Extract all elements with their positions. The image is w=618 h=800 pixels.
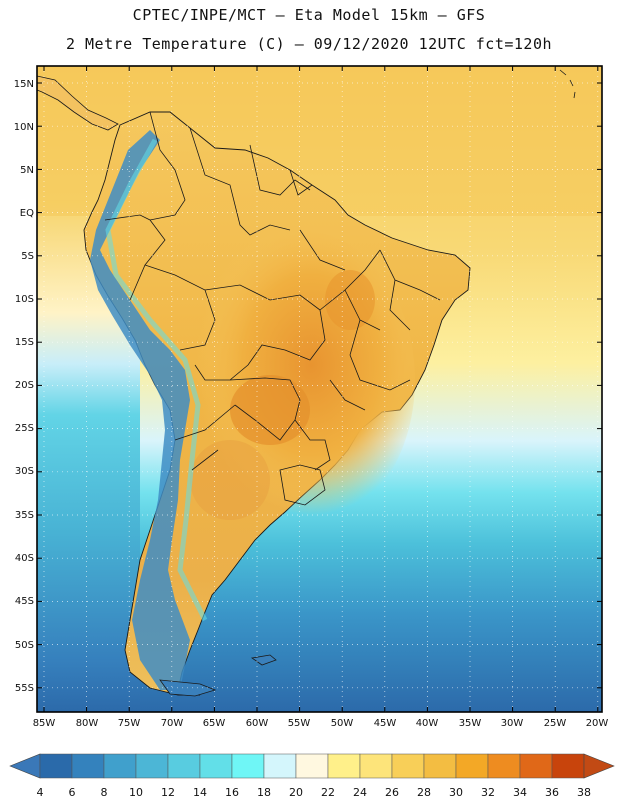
lon-label: 65W [203,718,226,729]
lon-label: 30W [501,718,524,729]
colorbar-label: 8 [101,786,108,799]
axis-ticks [37,66,602,712]
colorbar-label: 12 [161,786,175,799]
country-borders [104,111,441,506]
colorbar-box [167,753,201,779]
lat-label: 50S [15,640,34,651]
pacific-ocean-field [37,200,140,712]
lon-label: 75W [118,718,141,729]
lon-label: 50W [331,718,354,729]
colorbar-box [231,753,265,779]
colorbar-label: 34 [513,786,527,799]
hot-spot-chaco [230,375,310,445]
latitude-labels: 15N 10N 5N EQ 5S 10S 15S 20S 25S 30S 35S… [14,79,34,694]
graticule [37,66,602,712]
colorbar-label: 14 [193,786,207,799]
colorbar-box [295,753,329,779]
colorbar-box [359,753,393,779]
colorbar-box [487,753,521,779]
colorbar-box [519,753,553,779]
colorbar-label: 38 [577,786,591,799]
colorbar-label: 32 [481,786,495,799]
colorbar-box [103,753,137,779]
colorbar-label: 28 [417,786,431,799]
lon-label: 60W [246,718,269,729]
lat-label: EQ [20,208,34,219]
hot-spot-argentina [190,440,270,520]
longitude-labels: 85W 80W 75W 70W 65W 60W 55W 50W 45W 40W … [33,718,609,729]
lat-label: 10N [14,122,34,133]
colorbar-label: 22 [321,786,335,799]
lat-label: 40S [15,553,34,564]
colorbar-label: 24 [353,786,367,799]
colorbar-box [71,753,105,779]
lon-label: 85W [33,718,56,729]
colorbar-box [263,753,297,779]
colorbar-label: 36 [545,786,559,799]
lat-label: 5N [20,165,34,176]
colorbar-over-arrow [583,753,615,779]
lat-label: 45S [15,596,34,607]
title-line-2: 2 Metre Temperature (C) – 09/12/2020 12U… [65,35,553,53]
colorbar-box [39,753,73,779]
colorbar-box [327,753,361,779]
colorbar-box [391,753,425,779]
colorbar-label: 20 [289,786,303,799]
lon-label: 45W [374,718,397,729]
lat-label: 35S [15,510,34,521]
andes-cold-strip [90,130,190,690]
lat-label: 5S [21,251,34,262]
colorbar-box [551,753,585,779]
falkland-islands [250,654,277,666]
colorbar-label: 4 [37,786,44,799]
lon-label: 55W [288,718,311,729]
colorbar-box [423,753,457,779]
colorbar-label: 30 [449,786,463,799]
andes-light-fringe [105,138,208,622]
lat-label: 55S [15,683,34,694]
lon-label: 20W [586,718,609,729]
lat-label: 20S [15,380,34,391]
map-field [37,66,602,712]
colorbar-label: 18 [257,786,271,799]
lat-label: 25S [15,423,34,434]
lon-label: 40W [416,718,439,729]
colorbar-label: 6 [69,786,76,799]
lat-label: 10S [15,294,34,305]
colorbar-box [135,753,169,779]
title-line-1: CPTEC/INPE/MCT – Eta Model 15km – GFS [132,6,486,24]
colorbar-under-arrow [9,753,41,779]
lon-label: 70W [161,718,184,729]
caribbean-islands [559,69,576,99]
lat-label: 15S [15,337,34,348]
colorbar-label: 10 [129,786,143,799]
lon-label: 80W [76,718,99,729]
colorbar-boxes [39,753,585,779]
colorbar-label: 16 [225,786,239,799]
map-frame [36,65,603,713]
lat-label: 30S [15,466,34,477]
colorbar-box [199,753,233,779]
lat-label: 15N [14,79,34,90]
colorbar: 4 6 8 10 12 14 16 18 20 22 24 26 28 30 3… [9,753,615,799]
colorbar-label: 26 [385,786,399,799]
colorbar-box [455,753,489,779]
central-america-land [37,75,119,131]
lon-label: 25W [544,718,567,729]
lon-label: 35W [459,718,482,729]
